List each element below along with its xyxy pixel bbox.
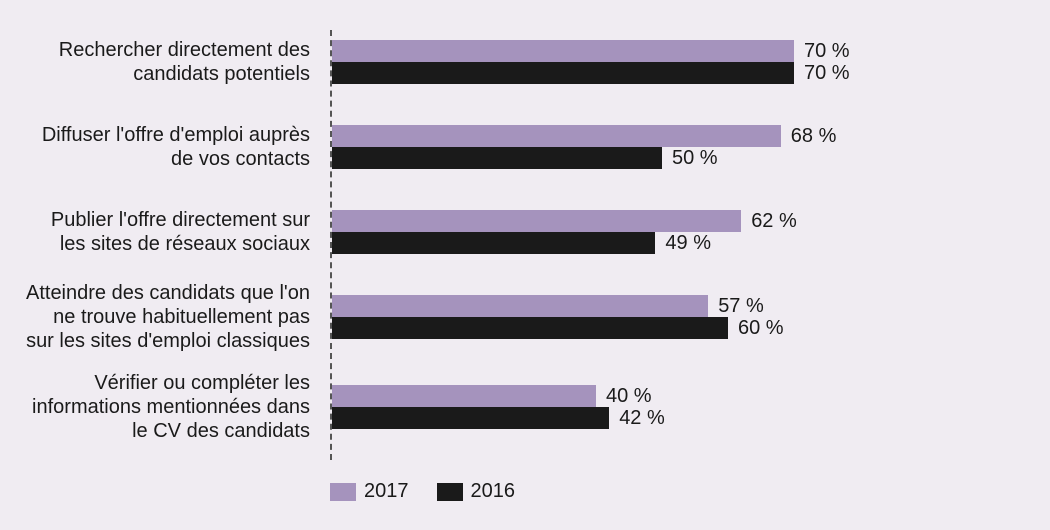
value-label: 70 % — [804, 40, 850, 62]
bar-s2016 — [332, 147, 662, 169]
bar-s2016 — [332, 232, 655, 254]
legend-swatch — [437, 483, 463, 501]
bar-s2017 — [332, 210, 741, 232]
category-group: Vérifier ou compléter lesinformations me… — [330, 385, 990, 429]
legend-item-s2016: 2016 — [437, 480, 516, 503]
plot-area: Rechercher directement descandidats pote… — [330, 30, 990, 460]
value-label: 70 % — [804, 62, 850, 84]
category-group: Atteindre des candidats que l'onne trouv… — [330, 295, 990, 339]
value-label: 50 % — [672, 147, 718, 169]
category-label: Atteindre des candidats que l'onne trouv… — [0, 281, 310, 353]
value-label: 62 % — [751, 210, 797, 232]
grouped-horizontal-bar-chart: Rechercher directement descandidats pote… — [0, 0, 1050, 530]
bar-s2017 — [332, 295, 708, 317]
category-label: Rechercher directement descandidats pote… — [0, 38, 310, 86]
category-group: Diffuser l'offre d'emploi auprèsde vos c… — [330, 125, 990, 169]
value-label: 49 % — [665, 232, 711, 254]
legend-label: 2016 — [471, 480, 516, 503]
category-label: Publier l'offre directement surles sites… — [0, 208, 310, 256]
bar-s2017 — [332, 125, 781, 147]
value-label: 40 % — [606, 385, 652, 407]
value-label: 68 % — [791, 125, 837, 147]
value-label: 57 % — [718, 295, 764, 317]
category-group: Rechercher directement descandidats pote… — [330, 40, 990, 84]
legend-label: 2017 — [364, 480, 409, 503]
bar-s2017 — [332, 385, 596, 407]
bar-s2016 — [332, 62, 794, 84]
value-label: 60 % — [738, 317, 784, 339]
legend-item-s2017: 2017 — [330, 480, 409, 503]
bar-s2016 — [332, 407, 609, 429]
value-label: 42 % — [619, 407, 665, 429]
legend: 2017 2016 — [330, 480, 543, 507]
category-group: Publier l'offre directement surles sites… — [330, 210, 990, 254]
bar-s2017 — [332, 40, 794, 62]
category-label: Vérifier ou compléter lesinformations me… — [0, 371, 310, 443]
category-label: Diffuser l'offre d'emploi auprèsde vos c… — [0, 123, 310, 171]
legend-swatch — [330, 483, 356, 501]
bar-s2016 — [332, 317, 728, 339]
